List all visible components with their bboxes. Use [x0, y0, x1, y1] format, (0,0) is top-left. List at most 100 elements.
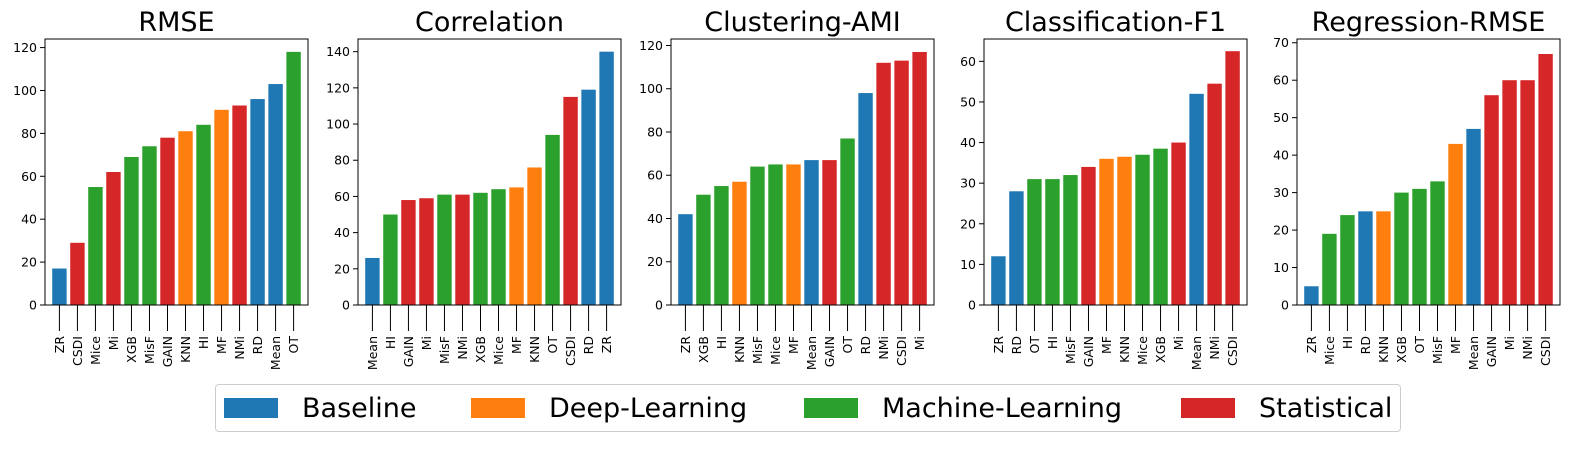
bar: [1520, 80, 1535, 305]
x-tick-label: CSDI: [563, 336, 578, 366]
bar: [455, 194, 470, 305]
x-tick-label: XGB: [124, 336, 139, 363]
x-tick-label: MisF: [437, 336, 452, 364]
x-tick-label: RD: [858, 336, 873, 354]
x-tick-label: CSDI: [1225, 336, 1240, 366]
bar: [1340, 215, 1355, 305]
y-tick-label: 140: [326, 44, 350, 59]
x-tick-label: HI: [1045, 336, 1060, 349]
x-tick-label: ZR: [1304, 336, 1319, 354]
y-tick-label: 80: [647, 124, 663, 139]
y-tick-label: 0: [968, 298, 976, 313]
bar: [1189, 93, 1204, 305]
bar: [545, 134, 560, 305]
x-tick-label: NMi: [1207, 336, 1222, 360]
x-tick-label: Mi: [1171, 336, 1186, 350]
chart-title: RMSE: [138, 7, 214, 38]
legend-label-baseline: Baseline: [302, 392, 417, 424]
x-tick-label: MF: [1448, 336, 1463, 354]
x-tick-label: ZR: [991, 336, 1006, 354]
x-tick-label: GAIN: [401, 336, 416, 367]
bar: [1009, 191, 1024, 305]
x-tick-label: HI: [196, 336, 211, 349]
y-tick-label: 10: [960, 257, 976, 272]
bar: [1412, 188, 1427, 305]
bar: [1484, 95, 1499, 306]
x-tick-label: ZR: [678, 336, 693, 354]
y-tick-label: 20: [960, 216, 976, 231]
x-tick-label: CSDI: [70, 336, 85, 366]
bar: [196, 124, 211, 305]
y-tick-label: 40: [334, 225, 350, 240]
bar: [599, 51, 614, 305]
x-tick-label: MF: [509, 336, 524, 354]
bar: [1027, 179, 1042, 305]
legend-label-deep-learning: Deep-Learning: [549, 392, 748, 424]
bar: [678, 214, 693, 305]
bar: [768, 164, 783, 305]
bar: [70, 242, 85, 305]
bar: [1502, 80, 1517, 305]
x-tick-label: MisF: [1063, 336, 1078, 364]
bar: [437, 194, 452, 305]
bar: [232, 105, 247, 305]
y-tick-label: 60: [647, 168, 663, 183]
chart-panel-5: Regression-RMSE 0 10 20 30 40 50 60 70 ZR Mice HI RD…: [1273, 7, 1561, 370]
x-tick-label: GAIN: [822, 336, 837, 367]
x-tick-label: KNN: [1376, 336, 1391, 363]
y-tick-label: 0: [29, 298, 37, 313]
chart-title: Correlation: [415, 7, 564, 38]
x-tick-label: NMi: [1520, 336, 1535, 360]
x-tick-label: NMi: [455, 336, 470, 360]
x-tick-label: RD: [581, 336, 596, 354]
x-tick-label: CSDI: [1538, 336, 1553, 366]
y-tick-label: 80: [21, 126, 37, 141]
x-tick-label: Mice: [768, 336, 783, 365]
y-tick-label: 40: [21, 212, 37, 227]
bar: [473, 192, 488, 305]
legend-item-statistical: Statistical: [1181, 385, 1392, 431]
bar: [419, 198, 434, 305]
bar: [1063, 175, 1078, 305]
x-tick-label: XGB: [473, 336, 488, 363]
x-tick-label: KNN: [178, 336, 193, 363]
legend-label-machine-learning: Machine-Learning: [882, 392, 1122, 424]
y-tick-label: 40: [1273, 148, 1289, 163]
bar: [365, 257, 380, 305]
y-tick-label: 40: [647, 211, 663, 226]
y-tick-label: 50: [960, 94, 976, 109]
y-tick-label: 120: [326, 80, 350, 95]
bar: [786, 164, 801, 305]
bar: [894, 60, 909, 306]
axes-frame: [983, 38, 1248, 306]
bar: [250, 99, 265, 305]
chart-panel-1: RMSE 0 20 40 60 80 100 120 ZR CSDI Mice Mi XGB MisF GA…: [13, 7, 309, 370]
legend-item-baseline: Baseline: [224, 385, 416, 431]
x-tick-label: OT: [1412, 336, 1427, 354]
x-tick-label: Mi: [419, 336, 434, 350]
bar: [840, 138, 855, 305]
axes-frame: [357, 38, 622, 306]
y-tick-label: 60: [21, 169, 37, 184]
x-tick-label: XGB: [1153, 336, 1168, 363]
y-tick-label: 40: [960, 135, 976, 150]
axes-frame: [670, 38, 935, 306]
legend-item-machine-learning: Machine-Learning: [804, 385, 1122, 431]
bar: [268, 84, 283, 305]
x-tick-label: OT: [545, 336, 560, 354]
x-tick-label: KNN: [1117, 336, 1132, 363]
x-tick-label: OT: [286, 336, 301, 354]
x-tick-label: NMi: [232, 336, 247, 360]
x-tick-label: GAIN: [160, 336, 175, 367]
y-tick-label: 0: [342, 298, 350, 313]
y-tick-label: 0: [1281, 298, 1289, 313]
bar: [563, 96, 578, 306]
bar: [106, 172, 121, 305]
x-tick-label: RD: [250, 336, 265, 354]
bar: [509, 187, 524, 305]
bar: [286, 51, 301, 305]
x-tick-label: ZR: [599, 336, 614, 354]
